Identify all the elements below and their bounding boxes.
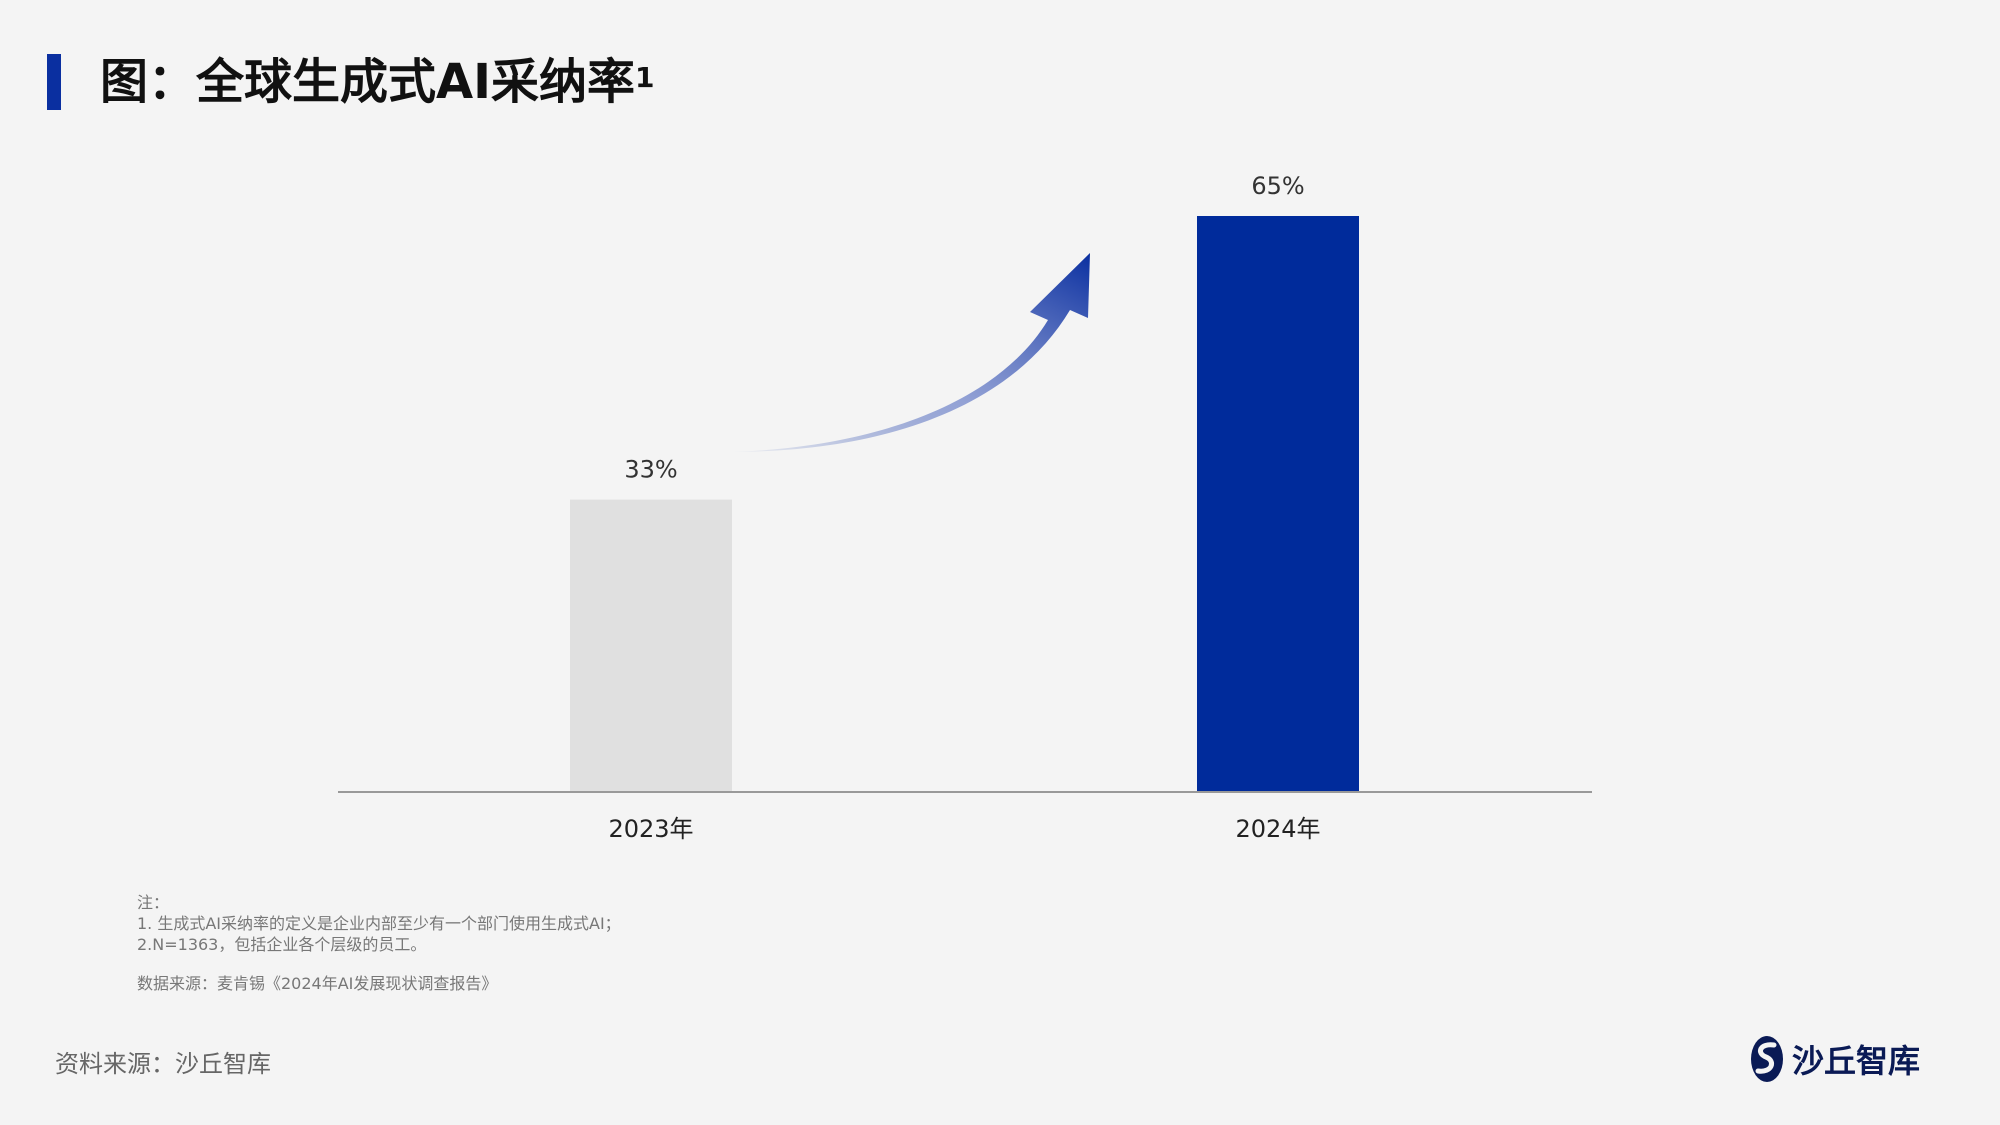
x-tick-label-0: 2023年: [608, 815, 693, 843]
bar-1: [1197, 216, 1359, 792]
title-footnote-marker: 1: [635, 61, 655, 94]
brand-logo: 沙丘智库: [1750, 1035, 1920, 1083]
bars-group: 33% 2023年 65% 2024年: [570, 172, 1359, 843]
data-source: 数据来源：麦肯锡《2024年AI发展现状调查报告》: [137, 974, 498, 993]
x-tick-label-1: 2024年: [1235, 815, 1320, 843]
brand-name: 沙丘智库: [1792, 1042, 1921, 1080]
footer-source: 资料来源：沙丘智库: [55, 1050, 271, 1078]
title-accent-bar: [47, 54, 61, 110]
brand-logo-icon: [1751, 1036, 1783, 1082]
growth-arrow-body: [728, 253, 1090, 452]
note-line-2: 2.N=1363，包括企业各个层级的员工。: [137, 935, 427, 954]
chart-notes: 注： 1. 生成式AI采纳率的定义是企业内部至少有一个部门使用生成式AI； 2.…: [137, 892, 621, 994]
growth-arrow: [728, 253, 1090, 452]
bar-0: [570, 499, 732, 792]
bar-value-label-0: 33%: [624, 456, 677, 484]
chart-title: 图：全球生成式AI采纳率1: [100, 50, 655, 114]
chart-title-text: 图：全球生成式AI采纳率: [100, 54, 636, 110]
note-line-1: 1. 生成式AI采纳率的定义是企业内部至少有一个部门使用生成式AI；: [137, 914, 621, 933]
bar-value-label-1: 65%: [1251, 172, 1304, 200]
notes-header: 注：: [137, 893, 170, 912]
